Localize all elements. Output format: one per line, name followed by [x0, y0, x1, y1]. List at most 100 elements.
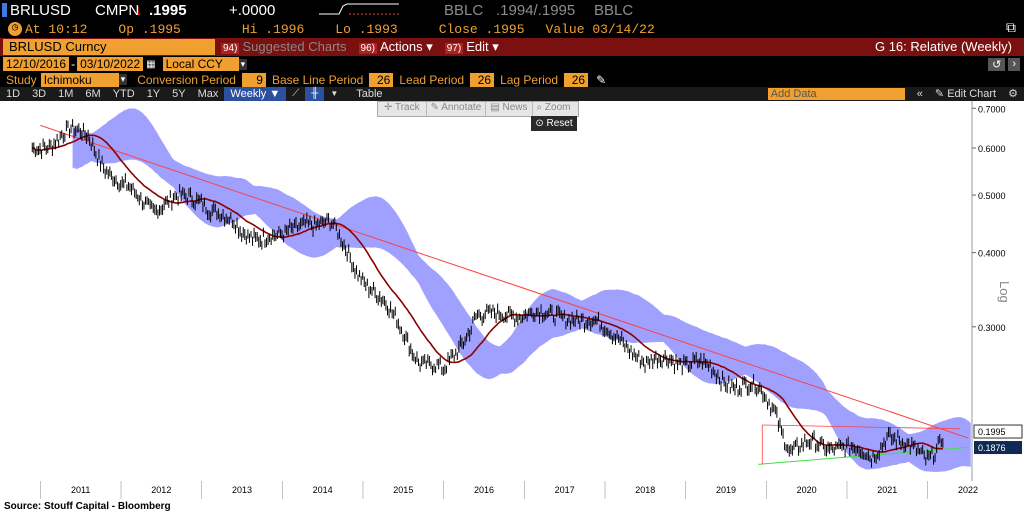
quote-detail: ◷ At 10:12 Op .1995 Hi .1996 Lo .1993 Cl…: [0, 20, 1024, 38]
news-tool[interactable]: ▤ News: [486, 102, 533, 116]
annotate-label: Annotate: [441, 102, 482, 113]
low-value: .1993: [358, 21, 398, 37]
support-trend-line: [758, 446, 969, 465]
price-series: [31, 119, 944, 468]
y-tick-label: 0.3000: [978, 323, 1006, 333]
actions-button[interactable]: 96) Actions ▾: [358, 39, 433, 54]
close-label: Close: [438, 21, 478, 37]
chart-type-dropdown-icon[interactable]: ▼: [330, 89, 339, 98]
base-label: Base Line Period: [271, 72, 364, 87]
y-tick-label: 0.6000: [978, 144, 1006, 154]
currency-dropdown-icon[interactable]: ▾: [238, 58, 248, 70]
settings-gear-icon[interactable]: ⚙: [1008, 88, 1018, 100]
annotate-tool[interactable]: ✎ Annotate: [427, 102, 487, 116]
y-tick-label: 0.7000: [978, 104, 1006, 114]
edit-label: Edit: [466, 39, 489, 54]
x-tick-label: 2018: [635, 485, 655, 495]
lag-input[interactable]: 26: [564, 72, 589, 87]
range-button-max[interactable]: Max: [197, 88, 219, 100]
reset-button[interactable]: ⊙ Reset: [531, 116, 577, 131]
clock-icon: ◷: [8, 22, 22, 36]
date-range-row: 12/10/2016 - 03/10/2022 ▦ Local CCY ▾ ↺ …: [0, 56, 1024, 72]
track-tool[interactable]: ✛ Track: [378, 102, 427, 116]
frequency-select[interactable]: Weekly ▼: [224, 87, 287, 101]
x-tick-label: 2019: [716, 485, 736, 495]
line-chart-icon[interactable]: ⟋: [292, 88, 300, 99]
moving-average-line: [32, 134, 943, 453]
edit-chart-button[interactable]: ✎ Edit Chart: [934, 88, 997, 100]
close-value: .1995: [485, 21, 525, 37]
resistance-trend-line: [40, 124, 969, 439]
x-tick-label: 2021: [877, 485, 897, 495]
lead-input[interactable]: 26: [470, 72, 495, 87]
x-tick-label: 2013: [232, 485, 252, 495]
conversion-input[interactable]: 9: [241, 72, 266, 87]
high-value: .1996: [265, 21, 305, 37]
ichimoku-cloud: [72, 108, 971, 473]
x-tick-label: 2017: [555, 485, 575, 495]
security-field[interactable]: BRLUSD Curncy: [3, 39, 215, 55]
zoom-label: Zoom: [544, 102, 571, 113]
trend-lines: [40, 124, 969, 465]
x-tick-label: 2011: [71, 485, 90, 495]
range-button-1y[interactable]: 1Y: [146, 88, 161, 100]
ticker[interactable]: BRLUSD: [10, 1, 71, 19]
range-button-ytd[interactable]: YTD: [112, 88, 135, 100]
suggested-label: Suggested Charts: [242, 39, 347, 54]
conversion-label: Conversion Period: [137, 72, 236, 87]
lead-label: Lead Period: [399, 72, 465, 87]
quote-time: 10:12: [48, 21, 88, 37]
last-price-tag-label: 0.1995: [978, 427, 1006, 437]
y-axis-label: Log: [997, 281, 1012, 303]
value-date: 03/14/22: [592, 21, 655, 37]
bar-chart-icon[interactable]: ╫: [305, 87, 325, 101]
range-top-line: [762, 424, 960, 430]
undo-icon[interactable]: ↺: [988, 57, 1006, 71]
high-label: Hi: [241, 21, 258, 37]
lag-label: Lag Period: [500, 72, 559, 87]
price-chart[interactable]: 0.7000 0.6000 0.5000 0.4000 0.3000 0.1995 0.18…: [0, 101, 1024, 513]
study-row: Study Ichimoku ▾ Conversion Period 9 Bas…: [0, 72, 1024, 87]
pricing-source: CMPN: [95, 1, 140, 19]
suggested-charts-button[interactable]: 94) Suggested Charts: [215, 39, 353, 55]
calendar-icon[interactable]: ▦: [146, 58, 156, 70]
study-select[interactable]: Ichimoku: [40, 72, 119, 87]
range-button-1d[interactable]: 1D: [6, 88, 21, 100]
last-price: .1995: [149, 1, 187, 19]
popout-icon[interactable]: ⧉: [1006, 21, 1016, 37]
y-tick-label: 0.4000: [978, 249, 1006, 259]
edit-button[interactable]: 97) Edit ▾: [444, 39, 499, 54]
news-label: News: [502, 102, 528, 113]
x-tick-label: 2020: [797, 485, 817, 495]
y-tick-label: 0.5000: [978, 191, 1006, 201]
x-tick-label: 2022: [958, 485, 978, 495]
range-button-6m[interactable]: 6M: [85, 88, 101, 100]
table-button[interactable]: Table: [356, 88, 383, 100]
actions-label: Actions: [379, 39, 423, 54]
add-data-input[interactable]: Add Data: [767, 88, 905, 100]
low-label: Lo: [335, 21, 351, 37]
x-axis-ticks: 2011 2012 2013 2014 2015 2016 2017 2018 2019 2020…: [40, 481, 978, 499]
currency-select[interactable]: Local CCY: [162, 57, 239, 71]
ticker-marker: [2, 3, 7, 17]
end-date-field[interactable]: 03/10/2022: [77, 57, 144, 71]
intraday-sparkline: [319, 3, 399, 15]
x-tick-label: 2016: [474, 485, 494, 495]
footer-area: [0, 499, 1024, 513]
redo-icon[interactable]: ›: [1008, 57, 1020, 71]
study-dropdown-icon[interactable]: ▾: [118, 74, 128, 85]
start-date-field[interactable]: 12/10/2016: [3, 57, 70, 71]
range-button-5y[interactable]: 5Y: [172, 88, 186, 100]
range-button-3d[interactable]: 3D: [32, 88, 47, 100]
base-input[interactable]: 26: [369, 72, 394, 87]
chart-tool-palette: ✛ Track ✎ Annotate ▤ News ⌕ Zoom: [377, 101, 579, 117]
zoom-tool[interactable]: ⌕ Zoom: [536, 102, 571, 113]
ask-source: BBLC: [594, 1, 634, 19]
frequency-label: Weekly: [230, 88, 267, 100]
y-axis-ticks: 0.7000 0.6000 0.5000 0.4000 0.3000 0.1995 0.18…: [972, 104, 1023, 455]
range-button-1m[interactable]: 1M: [58, 88, 74, 100]
ma-tag-label: 0.1876: [978, 443, 1006, 453]
net-change: +.0000: [229, 1, 276, 19]
collapse-icon[interactable]: «: [916, 88, 923, 100]
pencil-icon[interactable]: ✎: [596, 72, 607, 87]
